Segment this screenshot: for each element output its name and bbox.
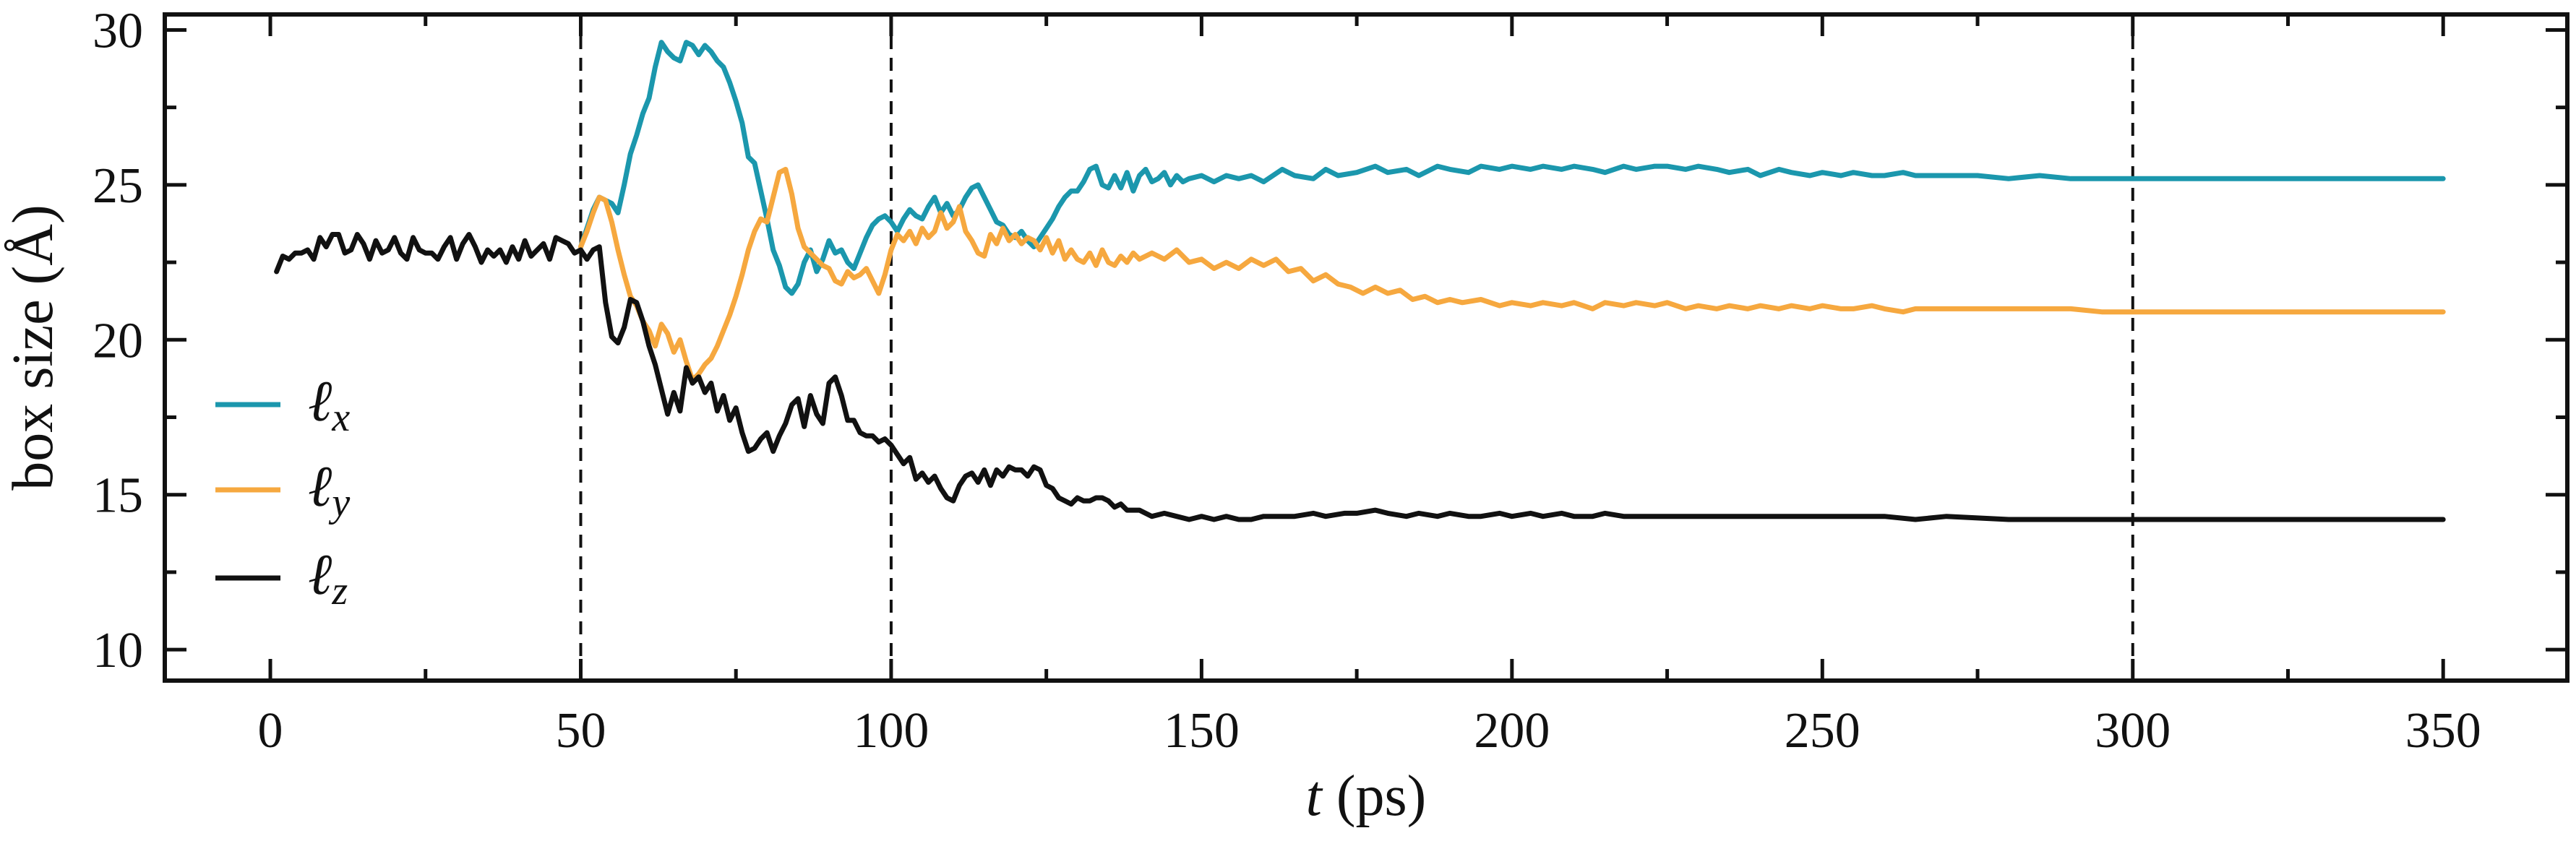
y-tick-label-15: 15	[93, 468, 143, 524]
series-layer	[274, 40, 2446, 522]
legend-label-lz: ℓz	[308, 543, 348, 613]
legend-entry-ly: ℓy	[215, 455, 350, 525]
ticks-layer	[165, 14, 2567, 681]
legend-symbol-ly: ℓ	[308, 455, 332, 519]
legend-subscript-ly: y	[328, 480, 350, 525]
x-tick-label-350: 350	[2405, 703, 2481, 759]
plot-frame	[163, 12, 2569, 683]
vertical-marker-layer	[579, 14, 2134, 681]
legend-symbol-lx: ℓ	[308, 370, 332, 434]
y-tick-label-25: 25	[93, 158, 143, 214]
legend-entry-lz: ℓz	[215, 543, 348, 613]
x-tick-label-0: 0	[258, 703, 283, 759]
x-tick-label-150: 150	[1164, 703, 1240, 759]
legend-subscript-lz: z	[331, 569, 348, 613]
y-tick-label-20: 20	[93, 313, 143, 368]
x-axis-unit: (ps)	[1336, 764, 1426, 828]
x-tick-label-100: 100	[853, 703, 929, 759]
legend-subscript-lx: x	[331, 395, 350, 440]
x-tick-label-250: 250	[1785, 703, 1860, 759]
x-tick-label-200: 200	[1474, 703, 1550, 759]
y-axis-label: box size (Å)	[1, 204, 65, 490]
series-line-ly	[578, 166, 2446, 383]
x-axis-label: t (ps)	[1306, 764, 1427, 828]
x-tick-label-300: 300	[2095, 703, 2171, 759]
legend-label-ly: ℓy	[308, 455, 350, 525]
legend: ℓx ℓy ℓz	[215, 370, 350, 613]
x-axis-variable: t	[1306, 764, 1323, 828]
legend-entry-lx: ℓx	[215, 370, 350, 440]
y-tick-label-10: 10	[93, 623, 143, 678]
x-tick-label-50: 50	[555, 703, 606, 759]
series-line-lx	[578, 40, 2446, 296]
legend-label-lx: ℓx	[308, 370, 350, 440]
series-line-lz	[274, 232, 2446, 522]
tick-label-layer: 0 50 100 150 200 250 300 350 10 15 20 25 30	[93, 3, 2481, 759]
legend-symbol-lz: ℓ	[308, 543, 332, 607]
y-tick-label-30: 30	[93, 3, 143, 59]
